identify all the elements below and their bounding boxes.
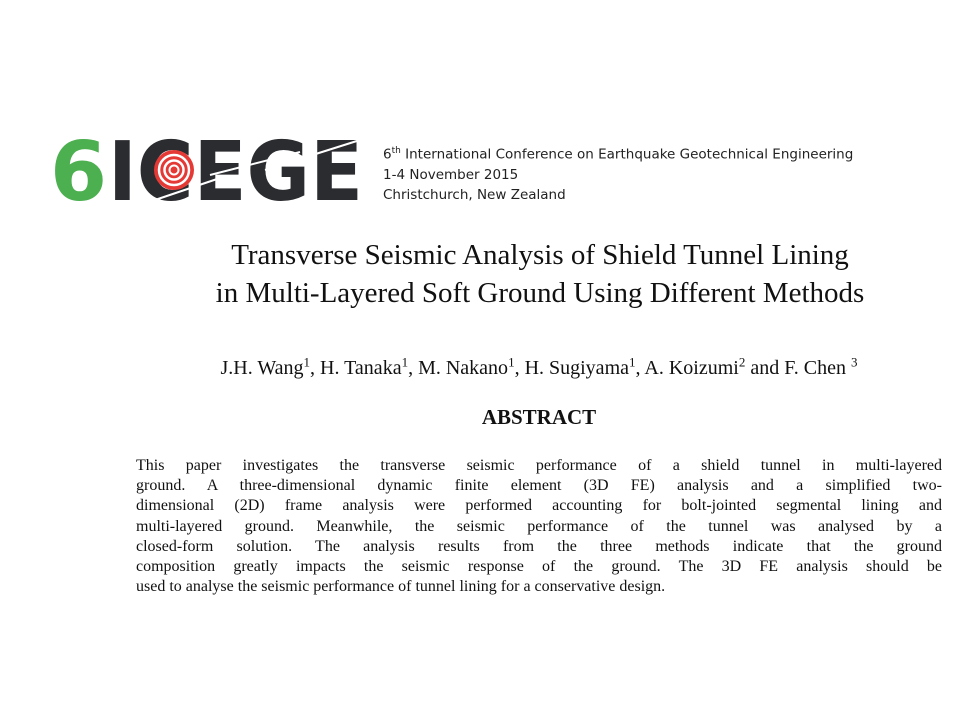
abstract-line: multi-layered ground. Meanwhile, the sei…	[136, 517, 942, 535]
abstract-line: composition greatly impacts the seismic …	[136, 558, 942, 576]
author: H. Sugiyama1,	[524, 354, 645, 379]
author-list: J.H. Wang1, H. Tanaka1, M. Nakano1, H. S…	[0, 354, 960, 380]
svg-text:6: 6	[50, 130, 107, 210]
conference-location: Christchurch, New Zealand	[383, 186, 566, 203]
author: A. Koizumi2 and	[644, 354, 785, 379]
author: M. Nakano1,	[418, 354, 525, 379]
target-icon	[154, 150, 194, 190]
conference-logo: 6 ICEGE	[50, 125, 370, 220]
author: J.H. Wang1,	[220, 354, 321, 379]
conference-name: 6th International Conference on Earthqua…	[383, 146, 854, 163]
abstract-line: ground. A three-dimensional dynamic fini…	[136, 477, 942, 495]
author: F. Chen 3	[784, 354, 858, 379]
abstract-body: This paper investigates the transverse s…	[136, 456, 942, 597]
author: H. Tanaka1,	[320, 354, 419, 379]
svg-text:ICEGE: ICEGE	[108, 130, 363, 210]
paper-title: Transverse Seismic Analysis of Shield Tu…	[215, 239, 865, 309]
abstract-line: used to analyse the seismic performance …	[136, 578, 666, 596]
abstract-heading: ABSTRACT	[481, 405, 597, 429]
conference-info: 6th International Conference on Earthqua…	[383, 141, 853, 205]
abstract-line: dimensional (2D) frame analysis were per…	[136, 497, 942, 515]
abstract-line: This paper investigates the transverse s…	[136, 457, 942, 474]
conference-dates: 1-4 November 2015	[383, 166, 519, 183]
abstract-line: closed-form solution. The analysis resul…	[136, 537, 942, 555]
